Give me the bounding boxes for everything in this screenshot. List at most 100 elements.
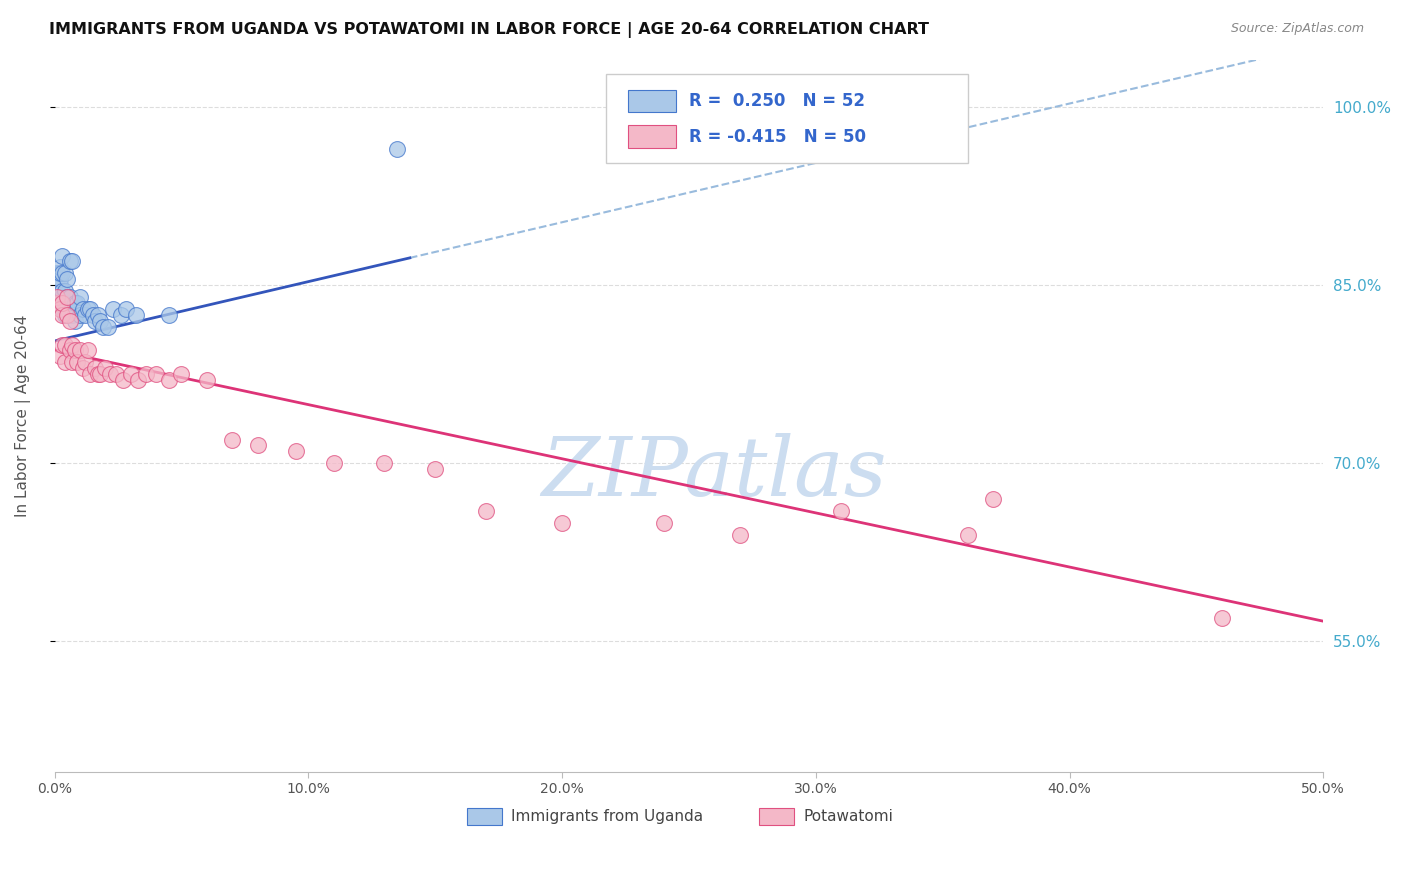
Point <box>120 368 142 382</box>
Bar <box>759 807 794 825</box>
Point <box>63 343 86 358</box>
Point <box>56 290 79 304</box>
Point <box>51 284 73 298</box>
Point <box>60 355 83 369</box>
Point <box>89 314 111 328</box>
Point <box>46 296 69 310</box>
Point <box>56 308 79 322</box>
Point <box>87 308 110 322</box>
Point <box>72 361 94 376</box>
Point <box>112 373 135 387</box>
Point <box>56 301 79 316</box>
Point <box>652 516 675 530</box>
Point <box>51 337 73 351</box>
Text: ZIPatlas: ZIPatlas <box>541 433 887 513</box>
Point <box>284 444 307 458</box>
Point <box>46 284 69 298</box>
Y-axis label: In Labor Force | Age 20-64: In Labor Force | Age 20-64 <box>15 315 31 517</box>
Point <box>157 373 180 387</box>
Text: Immigrants from Uganda: Immigrants from Uganda <box>512 809 703 823</box>
Point <box>73 355 96 369</box>
Point <box>48 278 70 293</box>
Point <box>46 290 69 304</box>
Point <box>46 278 69 293</box>
Point <box>73 308 96 322</box>
Point <box>110 308 132 322</box>
Point <box>145 368 167 382</box>
Point <box>69 290 91 304</box>
Point <box>101 301 124 316</box>
Point <box>475 504 498 518</box>
Point <box>53 301 76 316</box>
Point <box>56 272 79 286</box>
Point <box>48 266 70 280</box>
Point <box>48 284 70 298</box>
Point <box>48 301 70 316</box>
Point <box>53 284 76 298</box>
Bar <box>628 89 676 112</box>
Point <box>76 301 98 316</box>
Point <box>51 266 73 280</box>
Text: R = -0.415   N = 50: R = -0.415 N = 50 <box>689 128 866 145</box>
Point <box>84 361 107 376</box>
Point <box>385 142 408 156</box>
Point <box>60 254 83 268</box>
Point <box>48 350 70 364</box>
Point <box>48 272 70 286</box>
Point <box>59 290 82 304</box>
Point <box>82 308 104 322</box>
Point <box>135 368 157 382</box>
Point <box>53 296 76 310</box>
Point <box>104 368 127 382</box>
Text: Potawatomi: Potawatomi <box>803 809 893 823</box>
Point <box>551 516 574 530</box>
Point <box>60 308 83 322</box>
Point <box>51 290 73 304</box>
Point <box>46 266 69 280</box>
Point <box>63 296 86 310</box>
Point <box>1211 610 1233 624</box>
Point <box>89 368 111 382</box>
Point <box>51 296 73 310</box>
Point <box>100 368 122 382</box>
Point <box>59 254 82 268</box>
Point <box>830 504 852 518</box>
Text: IMMIGRANTS FROM UGANDA VS POTAWATOMI IN LABOR FORCE | AGE 20-64 CORRELATION CHAR: IMMIGRANTS FROM UGANDA VS POTAWATOMI IN … <box>49 22 929 38</box>
Point <box>114 301 136 316</box>
Point <box>51 301 73 316</box>
Bar <box>628 125 676 148</box>
Point <box>53 337 76 351</box>
Point <box>59 301 82 316</box>
Point <box>84 314 107 328</box>
Point <box>69 308 91 322</box>
Point <box>66 296 89 310</box>
Point <box>79 301 101 316</box>
Point <box>48 296 70 310</box>
Point <box>79 368 101 382</box>
Point <box>97 319 120 334</box>
Point <box>59 343 82 358</box>
Point <box>53 308 76 322</box>
Point <box>221 433 243 447</box>
Point <box>127 373 149 387</box>
Point <box>94 361 117 376</box>
Text: Source: ZipAtlas.com: Source: ZipAtlas.com <box>1230 22 1364 36</box>
Point <box>91 319 114 334</box>
Point <box>157 308 180 322</box>
Point <box>48 290 70 304</box>
FancyBboxPatch shape <box>606 74 969 163</box>
Point <box>66 355 89 369</box>
Point <box>51 296 73 310</box>
Point <box>53 355 76 369</box>
Point <box>46 296 69 310</box>
Point <box>246 438 269 452</box>
Point <box>125 308 148 322</box>
Point <box>72 301 94 316</box>
Point <box>51 308 73 322</box>
Point <box>957 527 980 541</box>
Point <box>69 343 91 358</box>
Point <box>76 343 98 358</box>
Point <box>87 368 110 382</box>
Point <box>728 527 751 541</box>
Point <box>48 260 70 275</box>
